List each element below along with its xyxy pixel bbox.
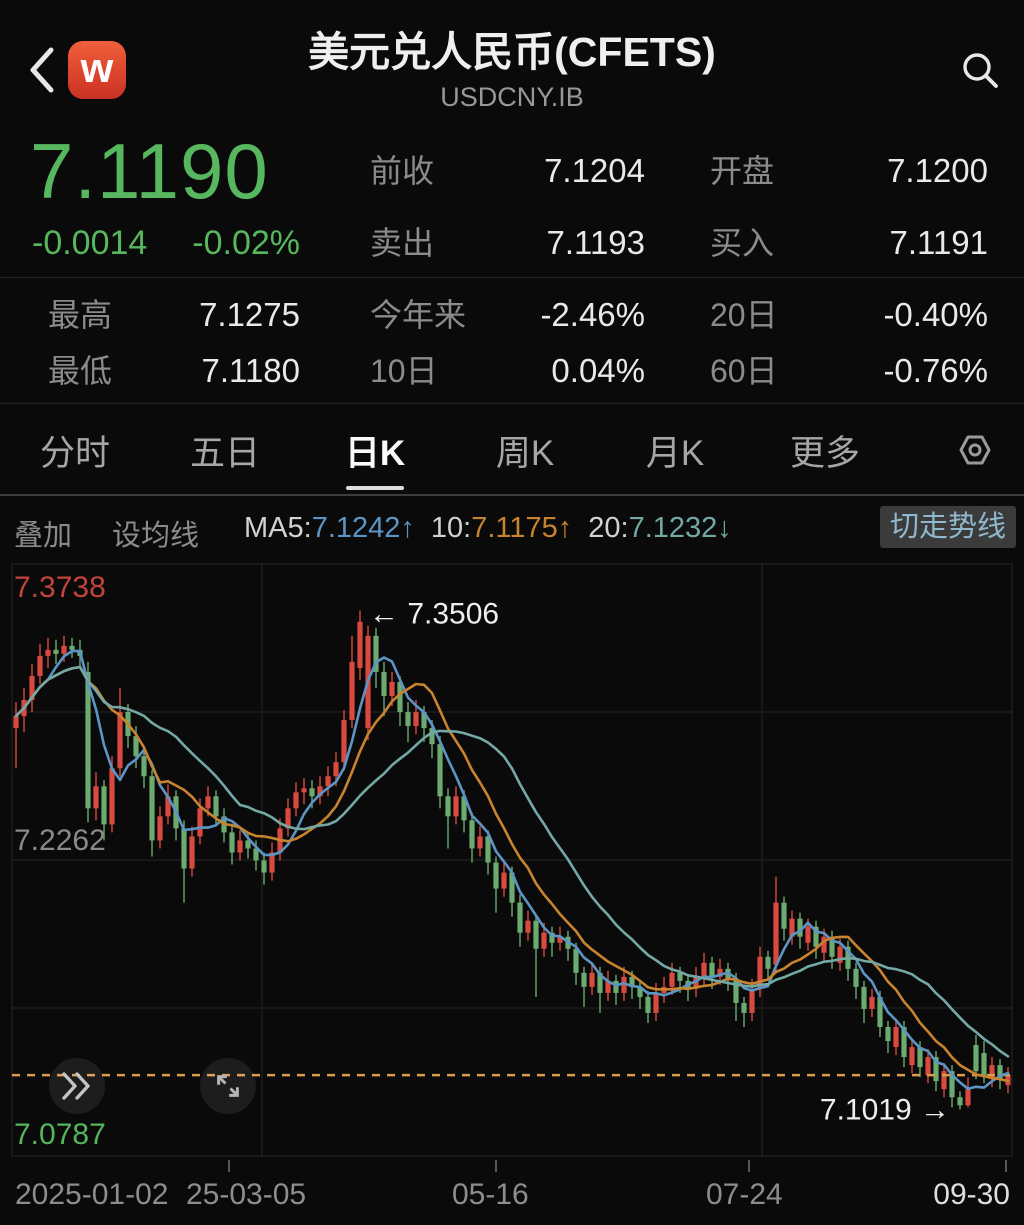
period-tabbar: 分时 五日 日K 周K 月K 更多 (0, 406, 1024, 494)
low-value: 7.1180 (201, 352, 300, 389)
x-axis-tick (495, 1160, 497, 1172)
symbol-code: USDCNY.IB (440, 82, 584, 112)
d10-label: 10日 (370, 353, 438, 389)
divider (0, 277, 1024, 278)
x-axis-tick (228, 1160, 230, 1172)
tab-monthly-k[interactable]: 月K (645, 433, 705, 473)
low-label: 最低 (48, 353, 113, 389)
prev-close-label: 前收 (370, 153, 435, 189)
search-icon (963, 53, 998, 88)
divider (0, 494, 1024, 496)
svg-text:← 7.3506: ← 7.3506 (369, 598, 499, 631)
switch-trendline-button[interactable]: 切走势线 (879, 506, 1016, 548)
d20-label: 20日 (710, 297, 778, 333)
chevron-left-icon (30, 47, 54, 93)
ytd-label: 今年来 (370, 297, 467, 333)
overlay-button[interactable]: 叠加 (14, 520, 73, 552)
fullscreen-button[interactable] (200, 1058, 256, 1114)
tab-more[interactable]: 更多 (789, 433, 860, 473)
open-label: 开盘 (710, 153, 775, 189)
chart-settings-button[interactable] (952, 427, 998, 473)
logo-letter: w (80, 44, 114, 91)
chart-canvas: 7.3738 7.2262 7.0787 ← 7.3506 7.1019 → (11, 563, 1013, 1157)
ma10-readout: 10:7.1175↑ (430, 512, 573, 544)
ma-bar: 叠加 设均线 MA5:7.1242↑ 10:7.1175↑ 20:7.1232↓… (0, 498, 1024, 562)
last-price: 7.1190 (30, 127, 269, 215)
x-label-end-date: 09-30 (933, 1178, 1010, 1211)
x-axis-tick (748, 1160, 750, 1172)
prev-close-value: 7.1204 (544, 152, 645, 189)
divider (0, 403, 1024, 404)
search-button[interactable] (956, 46, 1004, 94)
bid-label: 买入 (710, 225, 775, 261)
open-value: 7.1200 (887, 152, 988, 189)
svg-text:7.0787: 7.0787 (14, 1118, 106, 1151)
bid-value: 7.1191 (889, 224, 988, 261)
settings-hexagon-icon (959, 435, 991, 465)
x-axis: 2025-01-02 25-03-05 05-16 07-24 09-30 (0, 1158, 1024, 1225)
high-value: 7.1275 (199, 296, 300, 333)
fast-forward-button[interactable] (49, 1058, 105, 1114)
tab-weekly-k[interactable]: 周K (495, 433, 555, 473)
x-label-start-date: 2025-01-02 (15, 1178, 169, 1211)
d60-label: 60日 (710, 353, 778, 389)
price-change-pct: -0.02% (192, 224, 300, 262)
high-label: 最高 (48, 297, 113, 333)
price-change-row: -0.0014 -0.02% (32, 224, 300, 263)
wind-app-logo: w (68, 41, 126, 99)
ytd-value: -2.46% (540, 296, 645, 333)
tab-daily-k[interactable]: 日K (300, 406, 450, 494)
set-ma-button[interactable]: 设均线 (112, 520, 200, 552)
svg-text:7.1019 →: 7.1019 → (820, 1093, 950, 1126)
ma20-readout: 20:7.1232↓ (588, 512, 732, 544)
svg-text:7.2262: 7.2262 (14, 824, 106, 857)
x-label-march: 25-03-05 (186, 1178, 307, 1211)
x-label-july: 07-24 (706, 1178, 783, 1211)
back-button[interactable] (22, 42, 62, 98)
d20-value: -0.40% (883, 296, 988, 333)
fullscreen-expand-icon (217, 1075, 239, 1097)
ma-values: MA5:7.1242↑ 10:7.1175↑ 20:7.1232↓ (244, 512, 732, 545)
x-axis-tick (1005, 1160, 1007, 1172)
svg-text:7.3738: 7.3738 (14, 571, 106, 604)
price-change: -0.0014 (32, 224, 148, 262)
double-chevron-right-icon (62, 1072, 90, 1100)
ma5-readout: MA5:7.1242↑ (244, 512, 415, 544)
tab-5day[interactable]: 五日 (189, 433, 260, 473)
x-label-may: 05-16 (452, 1178, 529, 1211)
ask-value: 7.1193 (546, 224, 645, 261)
ask-label: 卖出 (370, 225, 435, 261)
page-title: 美元兑人民币(CFETS) (308, 29, 716, 75)
candlestick-chart[interactable]: 7.3738 7.2262 7.0787 ← 7.3506 7.1019 → (0, 563, 1024, 1158)
tab-intraday[interactable]: 分时 (39, 433, 110, 473)
d60-value: -0.76% (883, 352, 988, 389)
d10-value: 0.04% (551, 352, 645, 389)
